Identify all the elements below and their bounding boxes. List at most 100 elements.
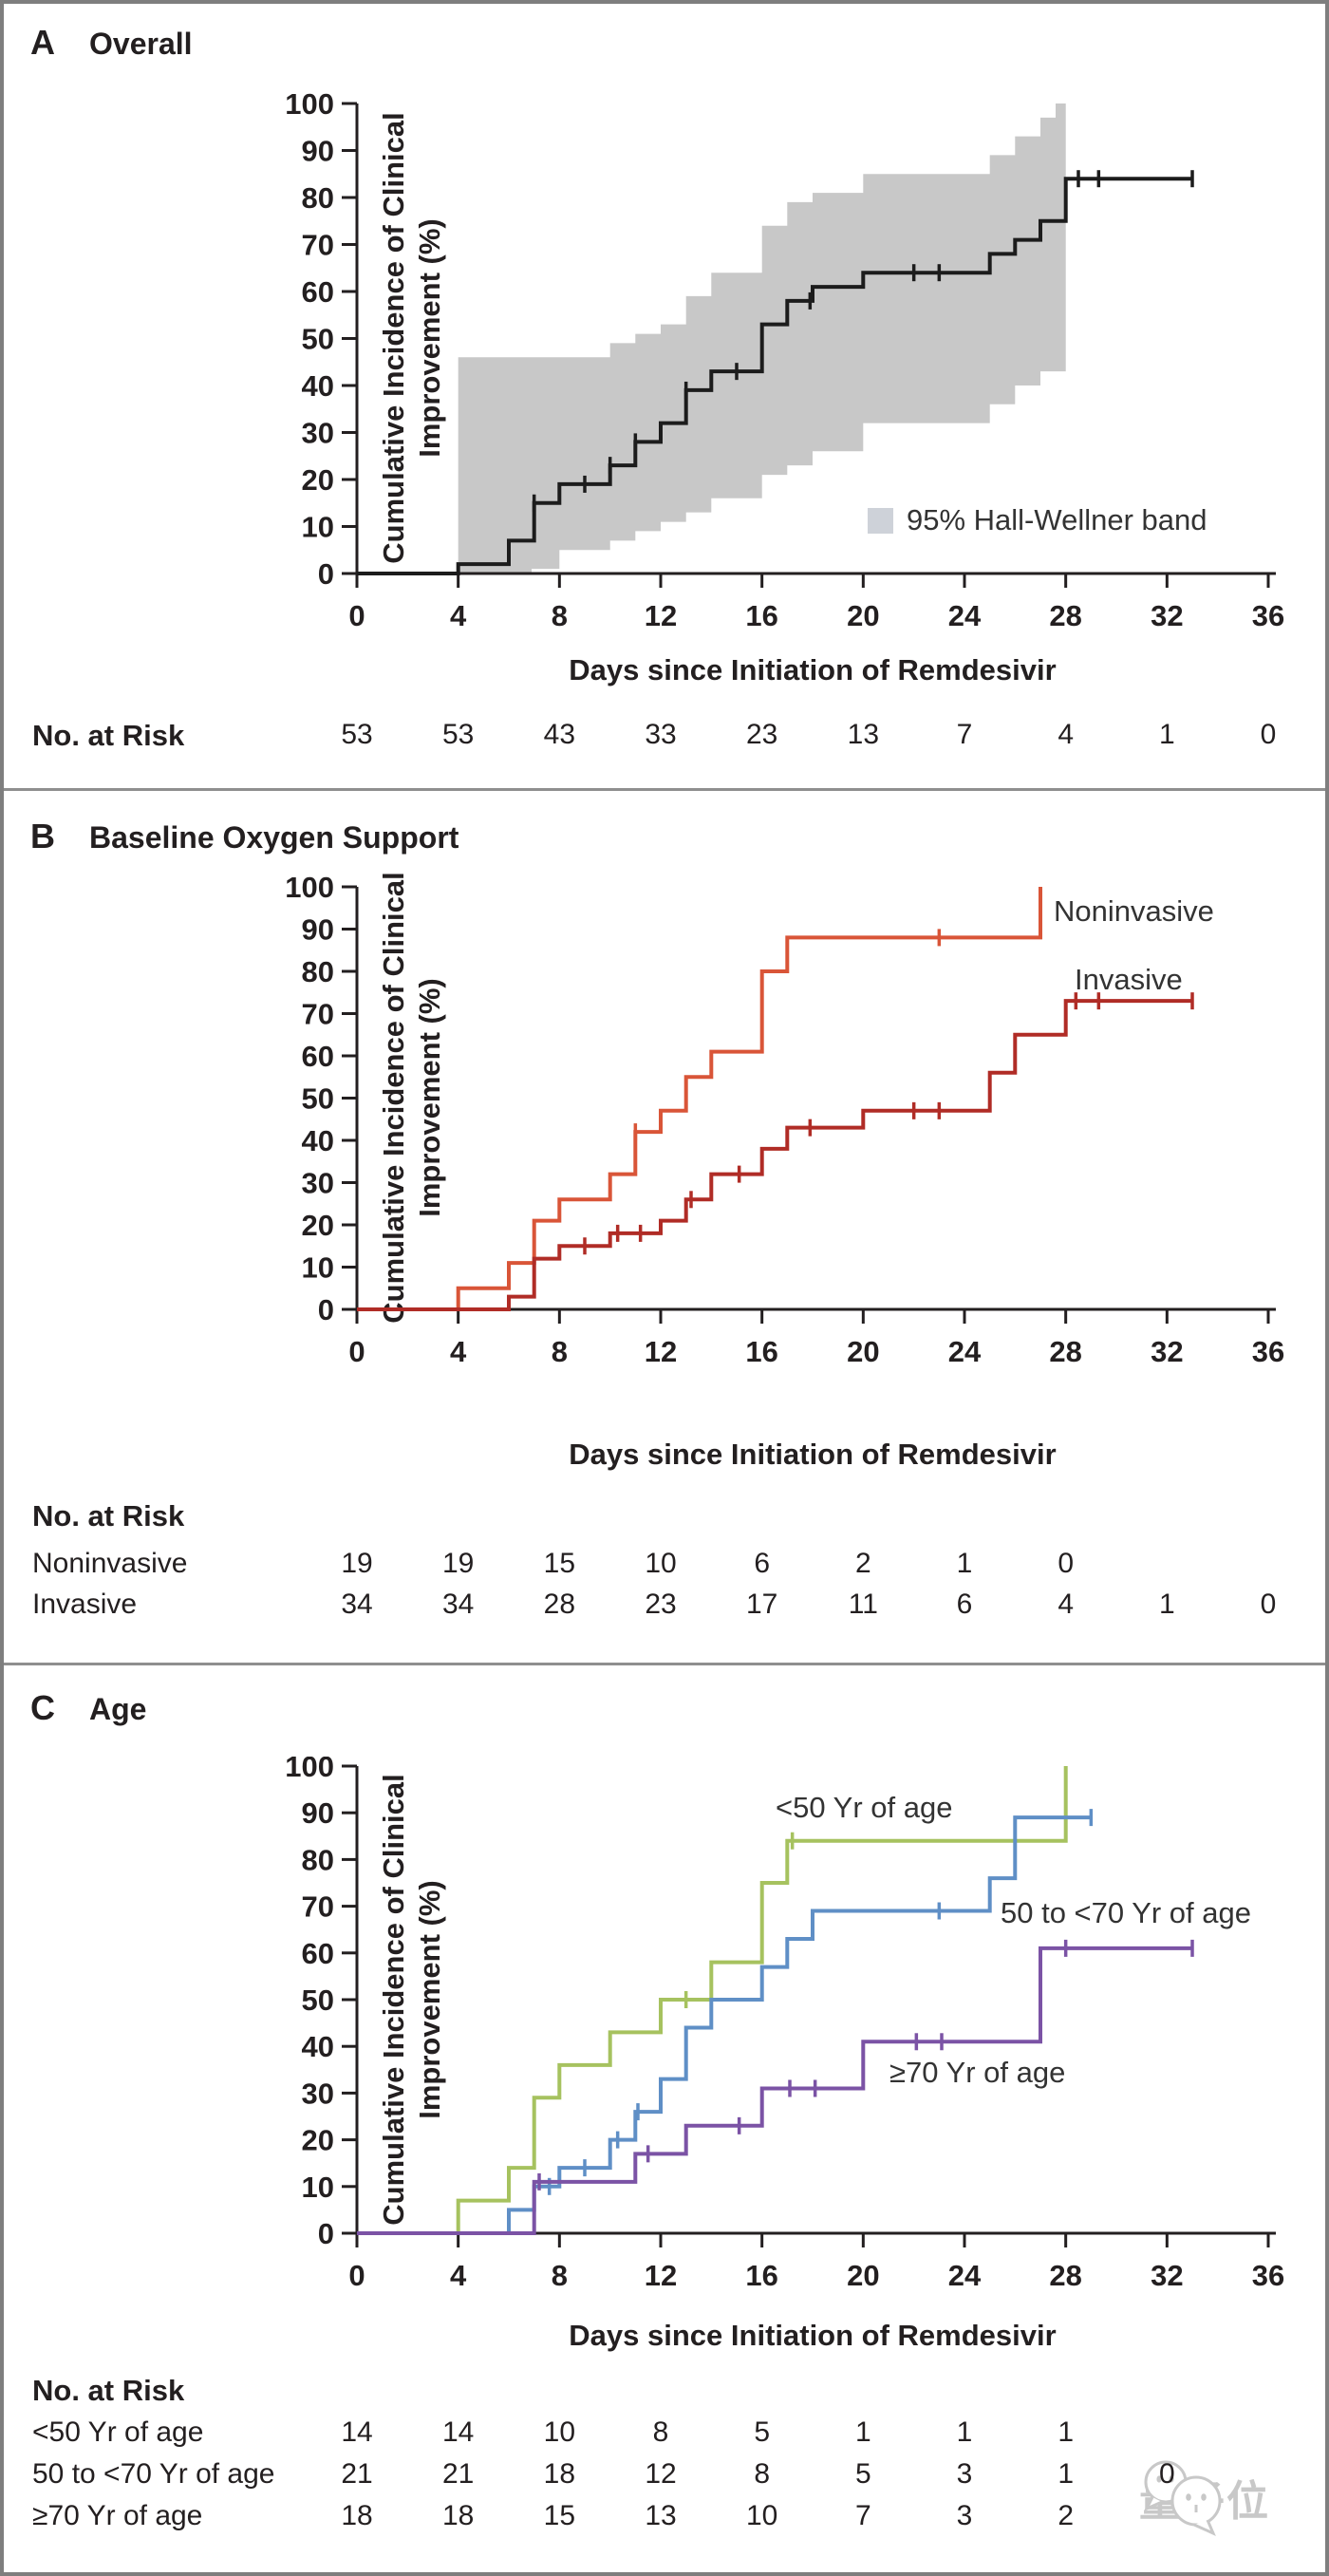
panel-c-letter: C [30,1688,55,1727]
risk-value: 11 [848,1589,878,1620]
x-tick-label: 36 [1252,1335,1284,1368]
x-tick-label: 20 [847,599,879,632]
y-tick-label: 10 [302,1251,334,1285]
panel-a-legend: 95% Hall-Wellner band [868,503,1207,537]
x-tick-label: 36 [1252,2259,1284,2292]
risk-value: 13 [645,2500,677,2531]
y-tick-label: 70 [302,998,334,1031]
x-tick-label: 24 [948,1335,982,1368]
risk-value: 34 [441,1589,475,1620]
x-tick-label: 20 [847,1335,879,1368]
risk-value: 8 [754,2458,770,2490]
risk-value: 2 [854,1548,871,1579]
y-tick-label: 10 [302,511,334,544]
y-tick-label: 10 [302,2171,334,2204]
risk-value: 1 [956,2416,973,2448]
y-tick-label: 100 [285,1757,334,1783]
x-tick-label: 0 [348,2259,365,2292]
panel-a-letter: A [30,23,55,62]
risk-value: 0 [1260,719,1277,750]
watermark: 量子位 [1139,2460,1270,2536]
risk-value: 6 [754,1548,770,1579]
y-tick-label: 50 [302,1082,334,1116]
risk-row-label: 50 to <70 Yr of age [32,2458,275,2490]
y-tick-label: 60 [302,1937,334,1970]
risk-value: 12 [645,2458,677,2490]
panel-c-name: Age [89,1692,147,1726]
y-tick-label: 20 [302,463,334,497]
x-tick-label: 20 [847,2259,879,2292]
y-tick-label: 70 [302,1890,334,1924]
x-tick-label: 32 [1151,1335,1183,1368]
x-tick-label: 28 [1049,1335,1081,1368]
panel-c-x-axis-label: Days since Initiation of Remdesivir [569,2319,1057,2352]
risk-value: 6 [956,1589,973,1620]
x-tick-label: 16 [745,1335,777,1368]
panel-divider [4,1663,1325,1665]
y-tick-label: 90 [302,135,334,168]
risk-value: 1 [1158,719,1175,750]
y-tick-label: 80 [302,1843,334,1876]
y-tick-label: 20 [302,2124,334,2157]
risk-value: 34 [341,1589,373,1620]
panel-a-risk-header: No. at Risk [32,719,185,752]
survival-curve--70-yr-of-age [357,1946,1192,2235]
y-tick-label: 40 [302,369,334,403]
y-tick-label: 40 [302,2030,334,2063]
risk-value: 1 [1158,1589,1175,1620]
risk-row-label: Noninvasive [32,1548,188,1579]
x-tick-label: 4 [450,599,467,632]
risk-value: 10 [543,2416,576,2448]
risk-value: 0 [1158,2458,1175,2490]
risk-value: 19 [441,1548,475,1579]
risk-value: 53 [341,719,373,750]
risk-value: 1 [1058,2458,1074,2490]
risk-row-label: <50 Yr of age [32,2416,204,2448]
y-tick-label: 100 [285,89,334,121]
risk-value: 15 [543,2500,576,2531]
panel-divider [4,788,1325,791]
x-tick-label: 8 [552,599,568,632]
survival-curve-noninvasive [357,887,1042,1311]
panel-c-risk-header: No. at Risk [32,2374,185,2407]
risk-value: 21 [341,2458,373,2490]
y-tick-label: 30 [302,2077,334,2110]
x-tick-label: 36 [1252,599,1284,632]
risk-value: 1 [956,1548,973,1579]
risk-value: 13 [847,719,880,750]
y-tick-label: 40 [302,1124,334,1157]
panel-a-x-axis-label: Days since Initiation of Remdesivir [569,653,1057,686]
panel-b-x-axis-label: Days since Initiation of Remdesivir [569,1438,1057,1471]
panel-a-name: Overall [89,27,193,61]
x-tick-label: 24 [948,2259,982,2292]
invasive-curve-label: Invasive [1075,963,1183,996]
risk-value: 5 [754,2416,770,2448]
risk-value: 4 [1058,719,1074,750]
x-tick-label: 4 [450,2259,467,2292]
y-tick-label: 100 [285,873,334,904]
x-tick-label: 8 [552,2259,568,2292]
panel-b-title: B Baseline Oxygen Support [30,817,459,856]
y-tick-label: 80 [302,181,334,215]
x-tick-label: 12 [645,1335,677,1368]
risk-value: 2 [1058,2500,1074,2531]
y-tick-label: 90 [302,913,334,947]
risk-value: 53 [441,719,475,750]
x-tick-label: 16 [745,2259,777,2292]
watermark-logo-icon [1143,2460,1222,2536]
x-tick-label: 32 [1151,599,1183,632]
risk-value: 7 [854,2500,871,2531]
y-tick-label: 0 [318,557,334,591]
panel-b-name: Baseline Oxygen Support [89,820,459,855]
hall-wellner-band-swatch-icon [868,507,893,534]
risk-value: 3 [956,2500,973,2531]
risk-value: 10 [645,1548,677,1579]
y-tick-label: 30 [302,1167,334,1200]
x-tick-label: 32 [1151,2259,1183,2292]
x-tick-label: 0 [348,1335,365,1368]
x-tick-label: 4 [450,1335,467,1368]
age-70-plus-curve-label: ≥70 Yr of age [889,2056,1066,2089]
x-tick-label: 28 [1049,2259,1081,2292]
risk-row-label: Invasive [32,1589,138,1620]
